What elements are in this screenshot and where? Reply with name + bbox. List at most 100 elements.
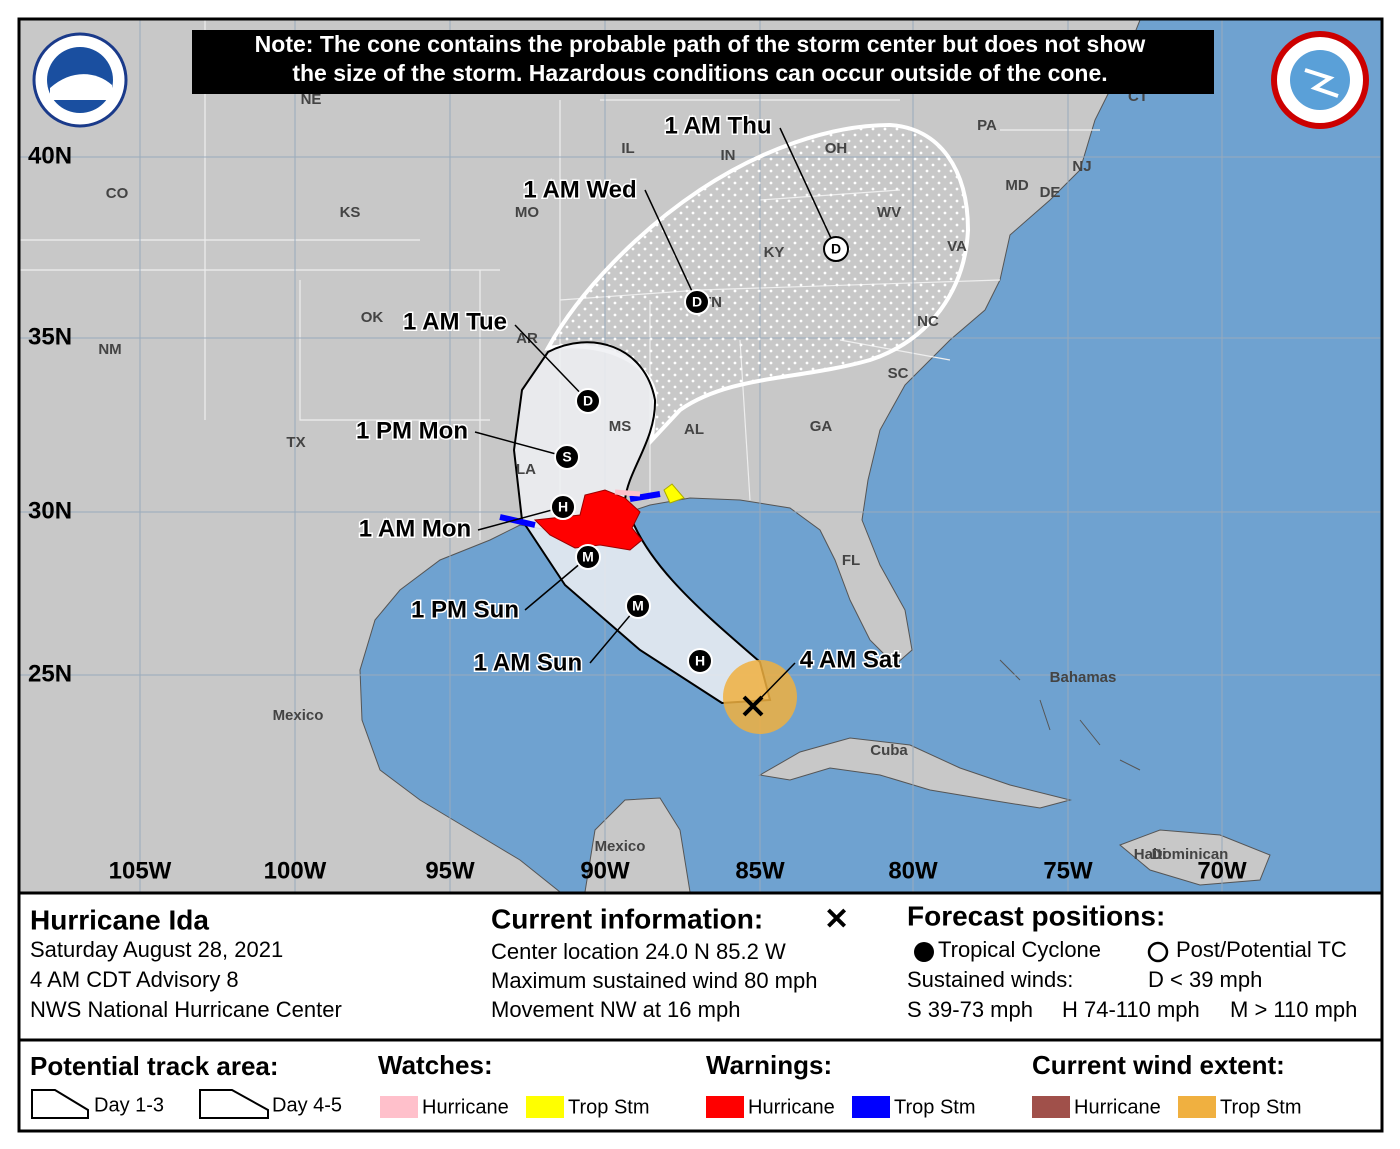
forecast-symbol: H xyxy=(558,499,568,515)
legend-swatch xyxy=(526,1096,564,1118)
storm-info: NWS National Hurricane Center xyxy=(30,997,342,1022)
longitude-label: 80W xyxy=(888,857,938,884)
forecast-symbol: D xyxy=(583,393,593,409)
forecast-point xyxy=(550,494,576,520)
leader-line xyxy=(524,556,589,611)
longitude-label: 105W xyxy=(109,857,172,884)
legend-title: Watches: xyxy=(378,1050,493,1080)
longitude-label: 75W xyxy=(1043,857,1093,884)
place-label: IN xyxy=(721,147,736,164)
latitude-label: 30N xyxy=(28,497,72,524)
forecast-symbol: H xyxy=(695,653,705,669)
place-label: IL xyxy=(621,140,634,157)
place-label: KS xyxy=(340,204,361,221)
forecast-time-label: 1 AM Wed xyxy=(523,176,636,203)
longitude-label: 85W xyxy=(735,857,785,884)
place-label: Haiti xyxy=(1134,846,1167,863)
forecast-symbol: D xyxy=(692,294,702,310)
current-title: Current information: xyxy=(491,903,763,934)
note-box xyxy=(192,30,1214,94)
yucatan xyxy=(584,797,691,892)
cone-day-4-5 xyxy=(544,122,971,446)
place-label: NJ xyxy=(1072,158,1091,175)
legend-swatch xyxy=(706,1096,744,1118)
forecast-point xyxy=(687,648,713,674)
place-label: Dominican xyxy=(1152,846,1229,863)
trop-stm-warning xyxy=(499,491,661,528)
current-position-icon: ✕ xyxy=(824,903,849,936)
legend-title: Warnings: xyxy=(706,1050,832,1080)
legend-swatch xyxy=(852,1096,890,1118)
forecast-key: H 74-110 mph xyxy=(1062,997,1200,1022)
place-label: Cuba xyxy=(870,742,908,759)
forecast-time-label: 1 AM Thu xyxy=(664,112,771,139)
place-label: FL xyxy=(842,552,860,569)
forecast-time-label: 4 AM Sat xyxy=(800,646,900,673)
place-label: KY xyxy=(764,244,785,261)
current-info: Maximum sustained wind 80 mph xyxy=(491,968,817,993)
post-tc-icon xyxy=(1147,941,1169,963)
frame xyxy=(17,17,1384,1133)
hurricane-warning xyxy=(533,489,643,551)
longitude-label: 90W xyxy=(580,857,630,884)
leader-line xyxy=(477,506,564,531)
current-info: Center location 24.0 N 85.2 W xyxy=(491,939,786,964)
place-label: LA xyxy=(516,461,536,478)
map: 105W 100W 95W 90W 85W 80W 75W 70W 40N 35N 30N 25N NE… xyxy=(20,20,1382,892)
forecast-time-label: 1 AM Sun xyxy=(474,649,582,676)
day45-icon xyxy=(199,1089,269,1119)
note-text: Note: The cone contains the probable pat… xyxy=(255,31,1146,57)
storm-info: Saturday August 28, 2021 xyxy=(30,937,283,962)
forecast-time-label: 1 PM Mon xyxy=(356,417,468,444)
legend-label: Day 1-3 xyxy=(94,1094,164,1116)
note-text: the size of the storm. Hazardous conditi… xyxy=(292,60,1107,86)
longitude-label: 70W xyxy=(1197,857,1247,884)
place-label: VA xyxy=(947,238,967,255)
place-label: Mexico xyxy=(273,707,324,724)
legend-title: Current wind extent: xyxy=(1032,1050,1285,1080)
place-label: PA xyxy=(977,117,997,134)
storm-name: Hurricane Ida xyxy=(30,904,209,935)
leader-line xyxy=(644,189,698,303)
forecast-point xyxy=(575,388,601,414)
place-label: TX xyxy=(286,434,305,451)
legend-label: Hurricane xyxy=(422,1096,509,1118)
place-label: DE xyxy=(1040,184,1061,201)
ui: Note: The cone contains the probable pat… xyxy=(30,31,1357,1118)
place-label: OH xyxy=(825,140,848,157)
forecast-point xyxy=(684,289,710,315)
legend-label: Trop Stm xyxy=(894,1096,976,1118)
current-position xyxy=(742,695,764,717)
forecast-title: Forecast positions: xyxy=(907,900,1165,931)
forecast-key: Tropical Cyclone xyxy=(938,937,1101,962)
legend-label: Hurricane xyxy=(748,1096,835,1118)
forecast-time-label: 1 AM Tue xyxy=(403,308,507,335)
legend-label: Day 4-5 xyxy=(272,1094,342,1116)
cone-day-1-3 xyxy=(512,341,772,705)
forecast-symbol: M xyxy=(632,598,644,614)
place-label: NM xyxy=(98,341,121,358)
legend-label: Trop Stm xyxy=(568,1096,650,1118)
leader-line xyxy=(779,127,837,250)
latitude-label: 35N xyxy=(28,323,72,350)
legend-title: Potential track area: xyxy=(30,1051,279,1081)
place-label: MO xyxy=(515,204,539,221)
legend-swatch xyxy=(1178,1096,1216,1118)
place-label: AL xyxy=(684,421,704,438)
tropical-cyclone-icon xyxy=(914,942,934,962)
forecast-key: Sustained winds: xyxy=(907,967,1073,992)
place-label: OK xyxy=(361,309,384,326)
forecast-key: S 39-73 mph xyxy=(907,997,1033,1022)
forecast-point xyxy=(625,593,651,619)
place-label: CO xyxy=(106,185,129,202)
forecast-point xyxy=(823,236,849,262)
legend-swatch xyxy=(1032,1096,1070,1118)
place-label: MD xyxy=(1005,177,1028,194)
hurricane-watch xyxy=(614,489,641,497)
bahamas xyxy=(999,659,1141,771)
current-info: Movement NW at 16 mph xyxy=(491,997,740,1022)
place-label: NC xyxy=(917,313,939,330)
forecast-symbol: M xyxy=(582,549,594,565)
cuba xyxy=(758,737,1072,809)
legend-label: Trop Stm xyxy=(1220,1096,1302,1118)
